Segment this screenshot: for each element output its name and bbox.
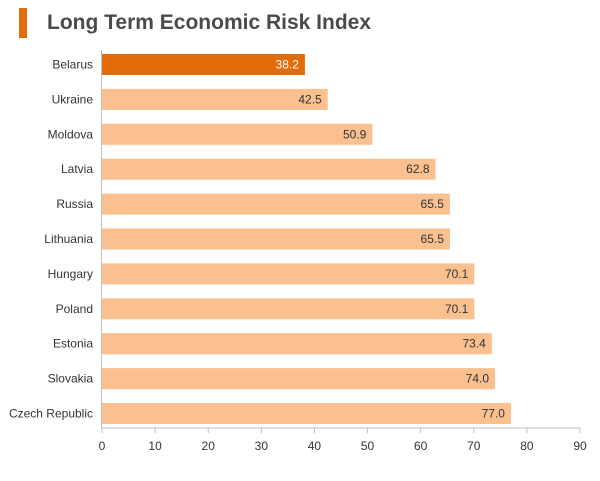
data-label: 77.0 — [482, 407, 506, 421]
data-label: 62.8 — [406, 162, 430, 176]
bar — [102, 263, 475, 285]
data-label: 73.4 — [462, 337, 486, 351]
category-label: Belarus — [52, 58, 93, 72]
data-label: 50.9 — [343, 127, 367, 141]
category-label: Ukraine — [52, 92, 94, 106]
bar — [102, 368, 496, 390]
chart-title: Long Term Economic Risk Index — [47, 11, 372, 34]
chart-header: Long Term Economic Risk Index — [19, 8, 371, 38]
x-tick-label: 30 — [255, 439, 269, 453]
category-label: Moldova — [48, 127, 94, 141]
bar — [102, 88, 328, 110]
x-tick-label: 80 — [520, 439, 534, 453]
category-label: Poland — [56, 302, 93, 316]
x-tick-label: 40 — [308, 439, 322, 453]
category-label: Czech Republic — [9, 407, 93, 421]
data-label: 42.5 — [298, 92, 322, 106]
category-label: Slovakia — [48, 372, 94, 386]
data-label: 70.1 — [445, 267, 469, 281]
bar — [102, 123, 373, 145]
data-label: 38.2 — [276, 58, 300, 72]
bar — [102, 298, 475, 320]
data-label: 74.0 — [466, 372, 490, 386]
category-label: Hungary — [48, 267, 93, 281]
x-tick-label: 90 — [573, 439, 587, 453]
bar — [102, 333, 492, 355]
bar — [102, 193, 450, 215]
title-accent-bar — [19, 8, 27, 38]
category-label: Estonia — [53, 337, 93, 351]
category-label: Latvia — [61, 162, 93, 176]
x-tick-label: 60 — [414, 439, 428, 453]
x-tick-label: 20 — [202, 439, 216, 453]
data-label: 70.1 — [445, 302, 469, 316]
bar — [102, 403, 511, 424]
x-tick-label: 0 — [99, 439, 106, 453]
x-tick-label: 50 — [361, 439, 375, 453]
category-label: Russia — [56, 197, 93, 211]
bar — [102, 54, 305, 75]
data-label: 65.5 — [421, 197, 445, 211]
data-label: 65.5 — [421, 232, 445, 246]
bar — [102, 158, 436, 180]
x-tick-label: 70 — [467, 439, 481, 453]
bar — [102, 228, 450, 250]
category-label: Lithuania — [44, 232, 93, 246]
x-tick-label: 10 — [148, 439, 162, 453]
